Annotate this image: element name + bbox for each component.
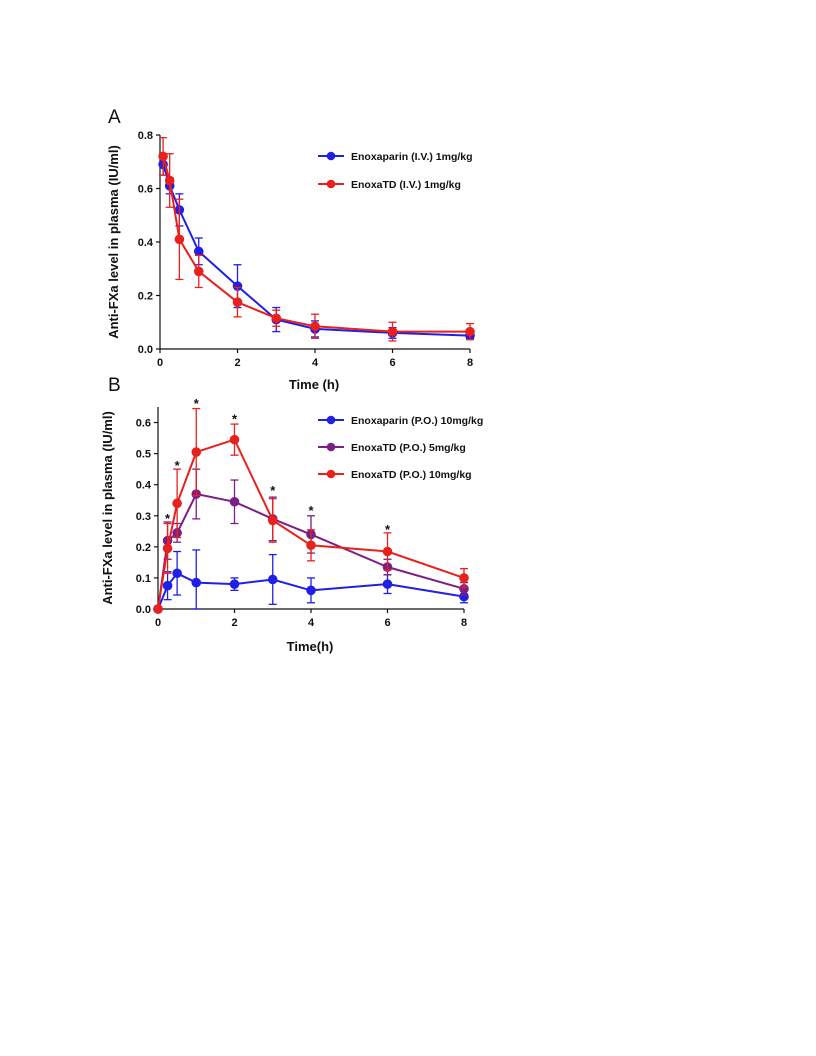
data-point bbox=[172, 568, 182, 579]
data-point bbox=[191, 447, 202, 457]
panel-b-y-tick-label: 0.1 bbox=[136, 573, 151, 585]
data-point bbox=[232, 297, 243, 307]
panel-b-x-tick-label: 4 bbox=[308, 617, 315, 629]
legend-label: Enoxaparin (I.V.) 1mg/kg bbox=[351, 151, 473, 163]
data-point bbox=[306, 585, 316, 596]
data-point bbox=[191, 577, 202, 588]
legend-swatch-marker bbox=[326, 179, 336, 189]
significance-star: * bbox=[385, 522, 391, 537]
data-point bbox=[271, 313, 282, 324]
significance-star: * bbox=[232, 411, 238, 426]
significance-star: * bbox=[194, 396, 200, 411]
data-point bbox=[153, 604, 163, 614]
panel-a-y-tick-label: 0.8 bbox=[138, 130, 153, 142]
panel-b-label: B bbox=[108, 375, 121, 396]
panel-a-x-tick-label: 0 bbox=[157, 357, 163, 369]
panel-b-x-tick-label: 8 bbox=[461, 617, 467, 629]
panel-b-series-3 bbox=[153, 407, 469, 614]
data-point bbox=[459, 573, 469, 583]
legend-label: Enoxaparin (P.O.) 10mg/kg bbox=[351, 415, 483, 427]
legend-label: EnoxaTD (P.O.) 5mg/kg bbox=[351, 442, 466, 454]
legend-label: EnoxaTD (P.O.) 10mg/kg bbox=[351, 469, 472, 481]
data-point bbox=[229, 496, 240, 507]
significance-star: * bbox=[308, 503, 314, 518]
panel-b-y-tick-label: 0.4 bbox=[136, 480, 152, 492]
data-point bbox=[193, 246, 204, 257]
panel-a-y-tick-label: 0.6 bbox=[138, 184, 153, 196]
panel-b-x-tick-label: 0 bbox=[155, 617, 161, 629]
data-point bbox=[229, 434, 240, 445]
panel-b-x-tick-label: 6 bbox=[384, 617, 390, 629]
panel-a-x-tick-label: 4 bbox=[312, 357, 319, 369]
panel-b-chart: B Anti-FXa level in plasma (IU/ml) Time(… bbox=[100, 375, 483, 654]
panel-a-label: A bbox=[108, 107, 121, 128]
data-point bbox=[229, 579, 240, 589]
data-point bbox=[267, 515, 278, 526]
data-point bbox=[310, 321, 320, 332]
panel-b-y-tick-label: 0.2 bbox=[136, 542, 151, 554]
data-point bbox=[465, 326, 475, 337]
data-point bbox=[382, 579, 393, 589]
panel-a-y-axis-title: Anti-FXa level in plasma (IU/ml) bbox=[106, 145, 121, 339]
panel-a-y-tick-label: 0.0 bbox=[138, 344, 153, 356]
panel-b-y-axis-title: Anti-FXa level in plasma (IU/ml) bbox=[100, 411, 115, 605]
data-point bbox=[174, 234, 185, 245]
data-point bbox=[382, 546, 393, 557]
data-point bbox=[193, 266, 204, 277]
panel-a-y-tick-label: 0.4 bbox=[138, 237, 154, 249]
significance-star: * bbox=[270, 483, 276, 498]
legend-swatch-marker bbox=[326, 469, 336, 479]
data-point bbox=[387, 326, 398, 337]
panel-b-x-tick-label: 2 bbox=[231, 617, 237, 629]
panel-a-series-2 bbox=[158, 137, 475, 342]
significance-star: * bbox=[175, 458, 181, 473]
data-point bbox=[164, 175, 175, 186]
legend-swatch-marker bbox=[326, 442, 336, 452]
data-point bbox=[306, 540, 316, 551]
panel-a-x-tick-label: 6 bbox=[389, 357, 395, 369]
panel-a-x-tick-label: 8 bbox=[467, 357, 473, 369]
panel-b-y-tick-label: 0.5 bbox=[136, 449, 151, 461]
panel-a-chart: A Anti-FXa level in plasma (IU/ml) Time … bbox=[106, 107, 475, 392]
data-point bbox=[162, 580, 173, 591]
legend-swatch-marker bbox=[326, 415, 336, 425]
panel-b-x-axis-title: Time(h) bbox=[287, 639, 334, 654]
panel-b-y-tick-label: 0.6 bbox=[136, 418, 151, 430]
data-point bbox=[172, 498, 182, 509]
panel-a-x-axis-title: Time (h) bbox=[289, 377, 339, 392]
panel-b-y-tick-label: 0.3 bbox=[136, 511, 151, 523]
legend-label: EnoxaTD (I.V.) 1mg/kg bbox=[351, 179, 461, 191]
significance-star: * bbox=[165, 511, 171, 526]
legend-swatch-marker bbox=[326, 151, 336, 161]
data-point bbox=[267, 574, 278, 585]
data-point bbox=[158, 151, 168, 162]
data-point bbox=[162, 543, 173, 554]
panel-a-y-tick-label: 0.2 bbox=[138, 291, 153, 303]
panel-a-x-tick-label: 2 bbox=[234, 357, 240, 369]
panel-b-y-tick-label: 0.0 bbox=[136, 604, 151, 616]
